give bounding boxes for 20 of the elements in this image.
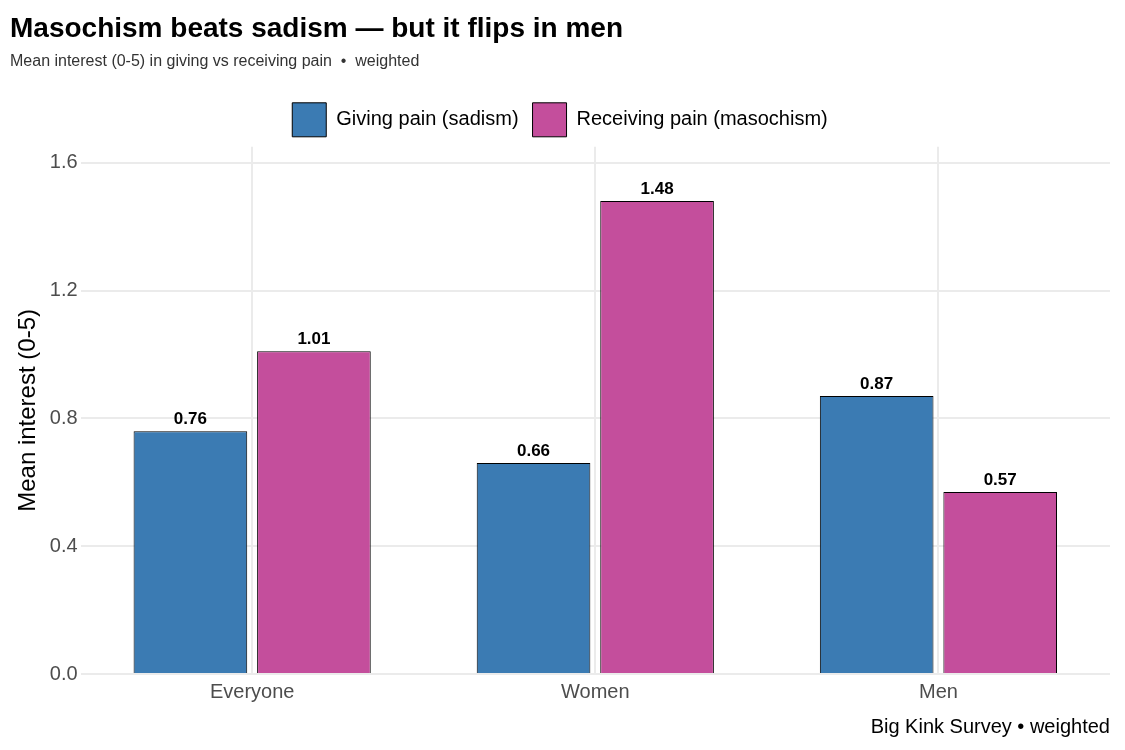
x-tick-label: Everyone <box>209 679 295 702</box>
chart-subtitle: Mean interest (0-5) in giving vs receiving pain • weighted <box>10 51 420 69</box>
text: Big Kink Survey • weighted <box>870 715 1110 738</box>
x-tick-label: Women <box>561 679 630 702</box>
x-tick-label: Men <box>918 679 958 702</box>
data-label: 1.01 <box>297 329 331 349</box>
data-label: 1.48 <box>640 179 674 199</box>
legend-label: Giving pain (sadism) <box>336 107 519 130</box>
y-axis-title: Mean interest (0-5) <box>13 309 41 512</box>
data-label: 0.57 <box>983 470 1017 490</box>
y-tick-label: 1.2 <box>49 278 78 301</box>
data-label: 0.66 <box>516 441 551 461</box>
legend-label: Receiving pain (masochism) <box>576 107 828 130</box>
y-tick-label: 1.6 <box>49 150 78 173</box>
chart-title: Masochism beats sadism — but it flips in men <box>10 11 624 43</box>
y-tick-label: 0.0 <box>49 661 78 684</box>
y-tick-label: 0.8 <box>49 405 78 428</box>
y-tick-label: 0.4 <box>49 533 78 556</box>
data-label: 0.87 <box>860 374 894 394</box>
data-label: 0.76 <box>173 409 207 429</box>
